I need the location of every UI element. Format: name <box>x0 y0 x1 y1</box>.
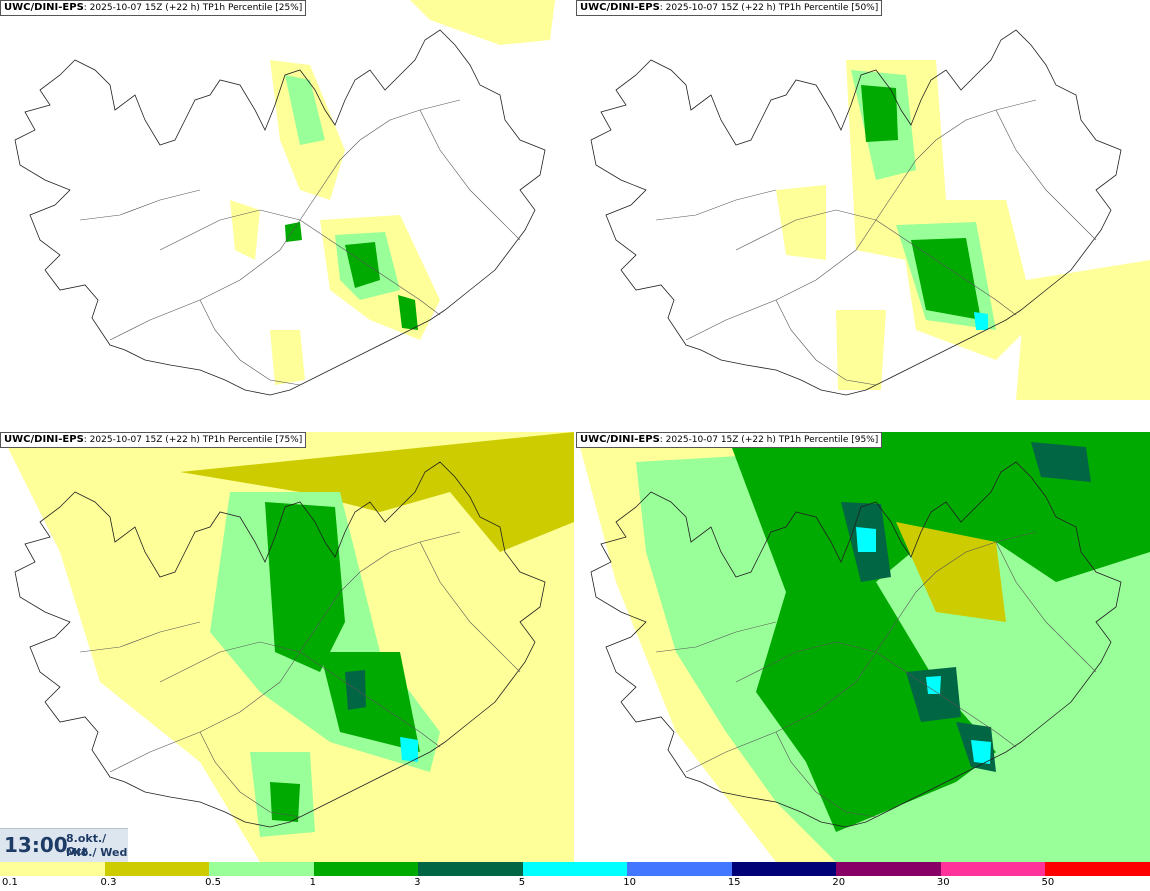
road-line <box>159 641 301 683</box>
coastline <box>14 29 546 396</box>
colorbar-tick-label: 30 <box>936 877 950 888</box>
colorbar-segment <box>731 862 837 876</box>
precip-area <box>974 312 988 330</box>
road-line <box>775 299 877 386</box>
precip-map-p25 <box>14 0 555 396</box>
road-line <box>419 109 521 241</box>
road-line <box>875 651 1017 748</box>
colorbar-tick-label: 15 <box>727 877 741 888</box>
road-line <box>685 531 1037 773</box>
precip-area <box>1031 442 1091 482</box>
precip-area <box>285 222 302 242</box>
colorbar-segment <box>1045 862 1150 876</box>
road-line <box>109 531 461 773</box>
precip-area <box>836 310 886 390</box>
precip-area <box>270 782 300 822</box>
precip-area <box>861 85 898 142</box>
panel-title-p50: UWC/DINI-EPS: 2025-10-07 15Z (+22 h) TP1… <box>576 0 883 16</box>
precip-area <box>896 522 1006 622</box>
colorbar-segment <box>522 862 628 876</box>
colorbar-tick-label: 10 <box>623 877 636 888</box>
road-line <box>655 189 777 221</box>
precip-area <box>906 667 961 722</box>
precip-area <box>285 75 325 145</box>
road-line <box>79 621 201 653</box>
panel-title-p95: UWC/DINI-EPS: 2025-10-07 15Z (+22 h) TP1… <box>576 432 883 448</box>
valid-date-line2: Mið./ Wed <box>66 846 128 859</box>
colorbar-segment <box>209 862 314 876</box>
road-line <box>109 99 461 341</box>
precip-area <box>398 295 418 330</box>
colorbar-tick-label: 3 <box>414 877 421 888</box>
precip-area <box>345 242 380 288</box>
precip-area <box>180 432 574 552</box>
colorbar-segment <box>836 862 941 876</box>
colorbar-tick-label: 0.5 <box>205 877 221 888</box>
colorbar-tick-label: 0.1 <box>2 877 18 888</box>
road-line <box>299 219 441 316</box>
panel-title-p25: UWC/DINI-EPS: 2025-10-07 15Z (+22 h) TP1… <box>0 0 307 16</box>
colorbar-tick-label: 0.3 <box>100 877 117 888</box>
precip-area <box>270 330 305 385</box>
map-panel-p50: UWC/DINI-EPS: 2025-10-07 15Z (+22 h) TP1… <box>576 0 1150 430</box>
colorbar-tick-label: 20 <box>832 877 846 888</box>
colorbar-segment <box>940 862 1046 876</box>
road-line <box>995 109 1097 241</box>
map-panel-p75: UWC/DINI-EPS: 2025-10-07 15Z (+22 h) TP1… <box>0 432 574 862</box>
panel-divider-horizontal <box>0 430 1150 432</box>
road-line <box>995 541 1097 673</box>
valid-time-clock: 13:00 <box>4 833 68 857</box>
precip-map-p95 <box>576 432 1150 862</box>
road-line <box>299 651 441 748</box>
road-line <box>775 731 877 818</box>
precip-colorbar <box>0 862 1150 876</box>
precip-area <box>265 502 345 672</box>
coastline <box>14 461 546 828</box>
colorbar-tick-label: 50 <box>1041 877 1055 888</box>
precip-area <box>856 527 876 552</box>
precip-area <box>400 737 418 762</box>
road-line <box>685 99 1037 341</box>
valid-time-box: 13:00 8.okt./ Oct Mið./ Wed <box>0 828 128 862</box>
colorbar-ticks: 0.1 0.3 0.5 1 3 5 10 15 20 30 50 <box>0 877 1150 891</box>
map-panel-p25: UWC/DINI-EPS: 2025-10-07 15Z (+22 h) TP1… <box>0 0 574 430</box>
precip-area <box>776 185 826 260</box>
coastline <box>590 461 1122 828</box>
road-line <box>875 219 1017 316</box>
colorbar-segment <box>0 862 105 876</box>
panel-title-p75: UWC/DINI-EPS: 2025-10-07 15Z (+22 h) TP1… <box>0 432 307 448</box>
precip-area <box>320 652 420 752</box>
road-line <box>419 541 521 673</box>
precip-area <box>726 432 1150 832</box>
precip-area <box>971 740 991 764</box>
colorbar-tick-label: 1 <box>309 877 316 888</box>
road-line <box>199 731 301 818</box>
road-line <box>655 621 777 653</box>
precip-area <box>230 200 260 260</box>
precip-area <box>1016 260 1150 400</box>
precip-map-p50 <box>590 29 1150 400</box>
road-line <box>735 209 877 251</box>
colorbar-segment <box>627 862 732 876</box>
road-line <box>159 209 301 251</box>
colorbar-segment <box>104 862 210 876</box>
road-line <box>79 189 201 221</box>
precip-area <box>345 670 366 710</box>
precip-area <box>926 676 941 694</box>
colorbar-segment <box>418 862 523 876</box>
road-line <box>735 641 877 683</box>
precip-area <box>410 0 555 45</box>
precip-area <box>911 238 981 320</box>
road-line <box>199 299 301 386</box>
precip-map-p75 <box>0 432 574 862</box>
colorbar-tick-label: 5 <box>518 877 526 888</box>
colorbar-segment <box>313 862 419 876</box>
coastline <box>590 29 1122 396</box>
valid-date-line1: 8.okt./ Oct <box>66 832 107 858</box>
map-panel-p95: UWC/DINI-EPS: 2025-10-07 15Z (+22 h) TP1… <box>576 432 1150 862</box>
